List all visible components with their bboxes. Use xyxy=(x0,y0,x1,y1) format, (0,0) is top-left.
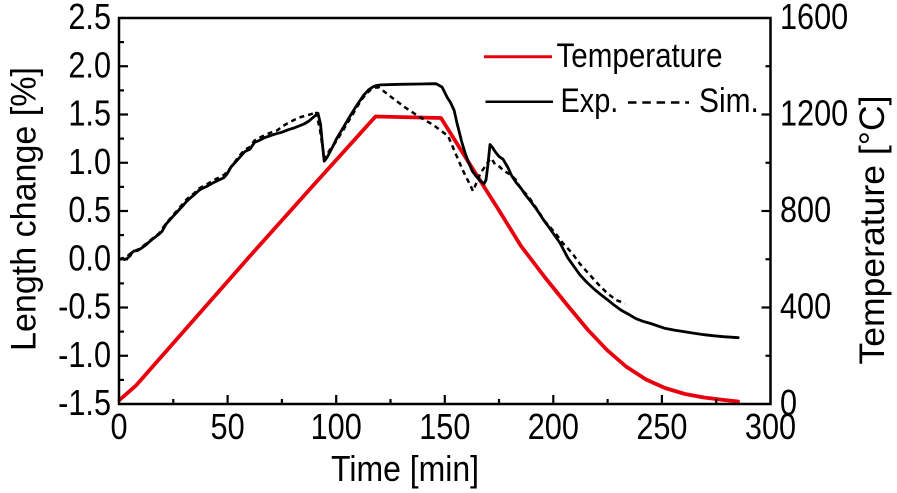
svg-text:Time [min]: Time [min] xyxy=(331,449,479,489)
svg-text:400: 400 xyxy=(780,286,831,327)
svg-text:0.0: 0.0 xyxy=(68,238,111,279)
svg-text:150: 150 xyxy=(419,407,470,448)
svg-text:100: 100 xyxy=(311,407,362,448)
svg-text:-1.5: -1.5 xyxy=(58,383,111,424)
svg-text:1.0: 1.0 xyxy=(68,141,111,182)
svg-text:50: 50 xyxy=(211,407,245,448)
svg-text:-1.0: -1.0 xyxy=(58,334,111,375)
svg-text:Sim.: Sim. xyxy=(699,81,759,119)
svg-text:250: 250 xyxy=(636,407,687,448)
svg-text:200: 200 xyxy=(528,407,579,448)
svg-text:2.5: 2.5 xyxy=(68,0,111,38)
svg-text:0: 0 xyxy=(110,407,127,448)
svg-text:1600: 1600 xyxy=(780,0,848,38)
svg-text:Temperature [°C]: Temperature [°C] xyxy=(853,96,892,365)
svg-text:300: 300 xyxy=(745,407,796,448)
svg-text:1200: 1200 xyxy=(780,93,848,134)
svg-text:0.5: 0.5 xyxy=(68,190,111,231)
svg-text:Length change [%]: Length change [%] xyxy=(5,67,44,351)
svg-text:Exp.: Exp. xyxy=(561,81,619,120)
svg-text:-0.5: -0.5 xyxy=(58,286,111,327)
svg-text:Temperature: Temperature xyxy=(557,36,723,74)
svg-text:0: 0 xyxy=(780,383,797,424)
svg-text:2.0: 2.0 xyxy=(68,45,111,86)
svg-text:1.5: 1.5 xyxy=(68,93,111,134)
svg-text:800: 800 xyxy=(780,190,831,231)
